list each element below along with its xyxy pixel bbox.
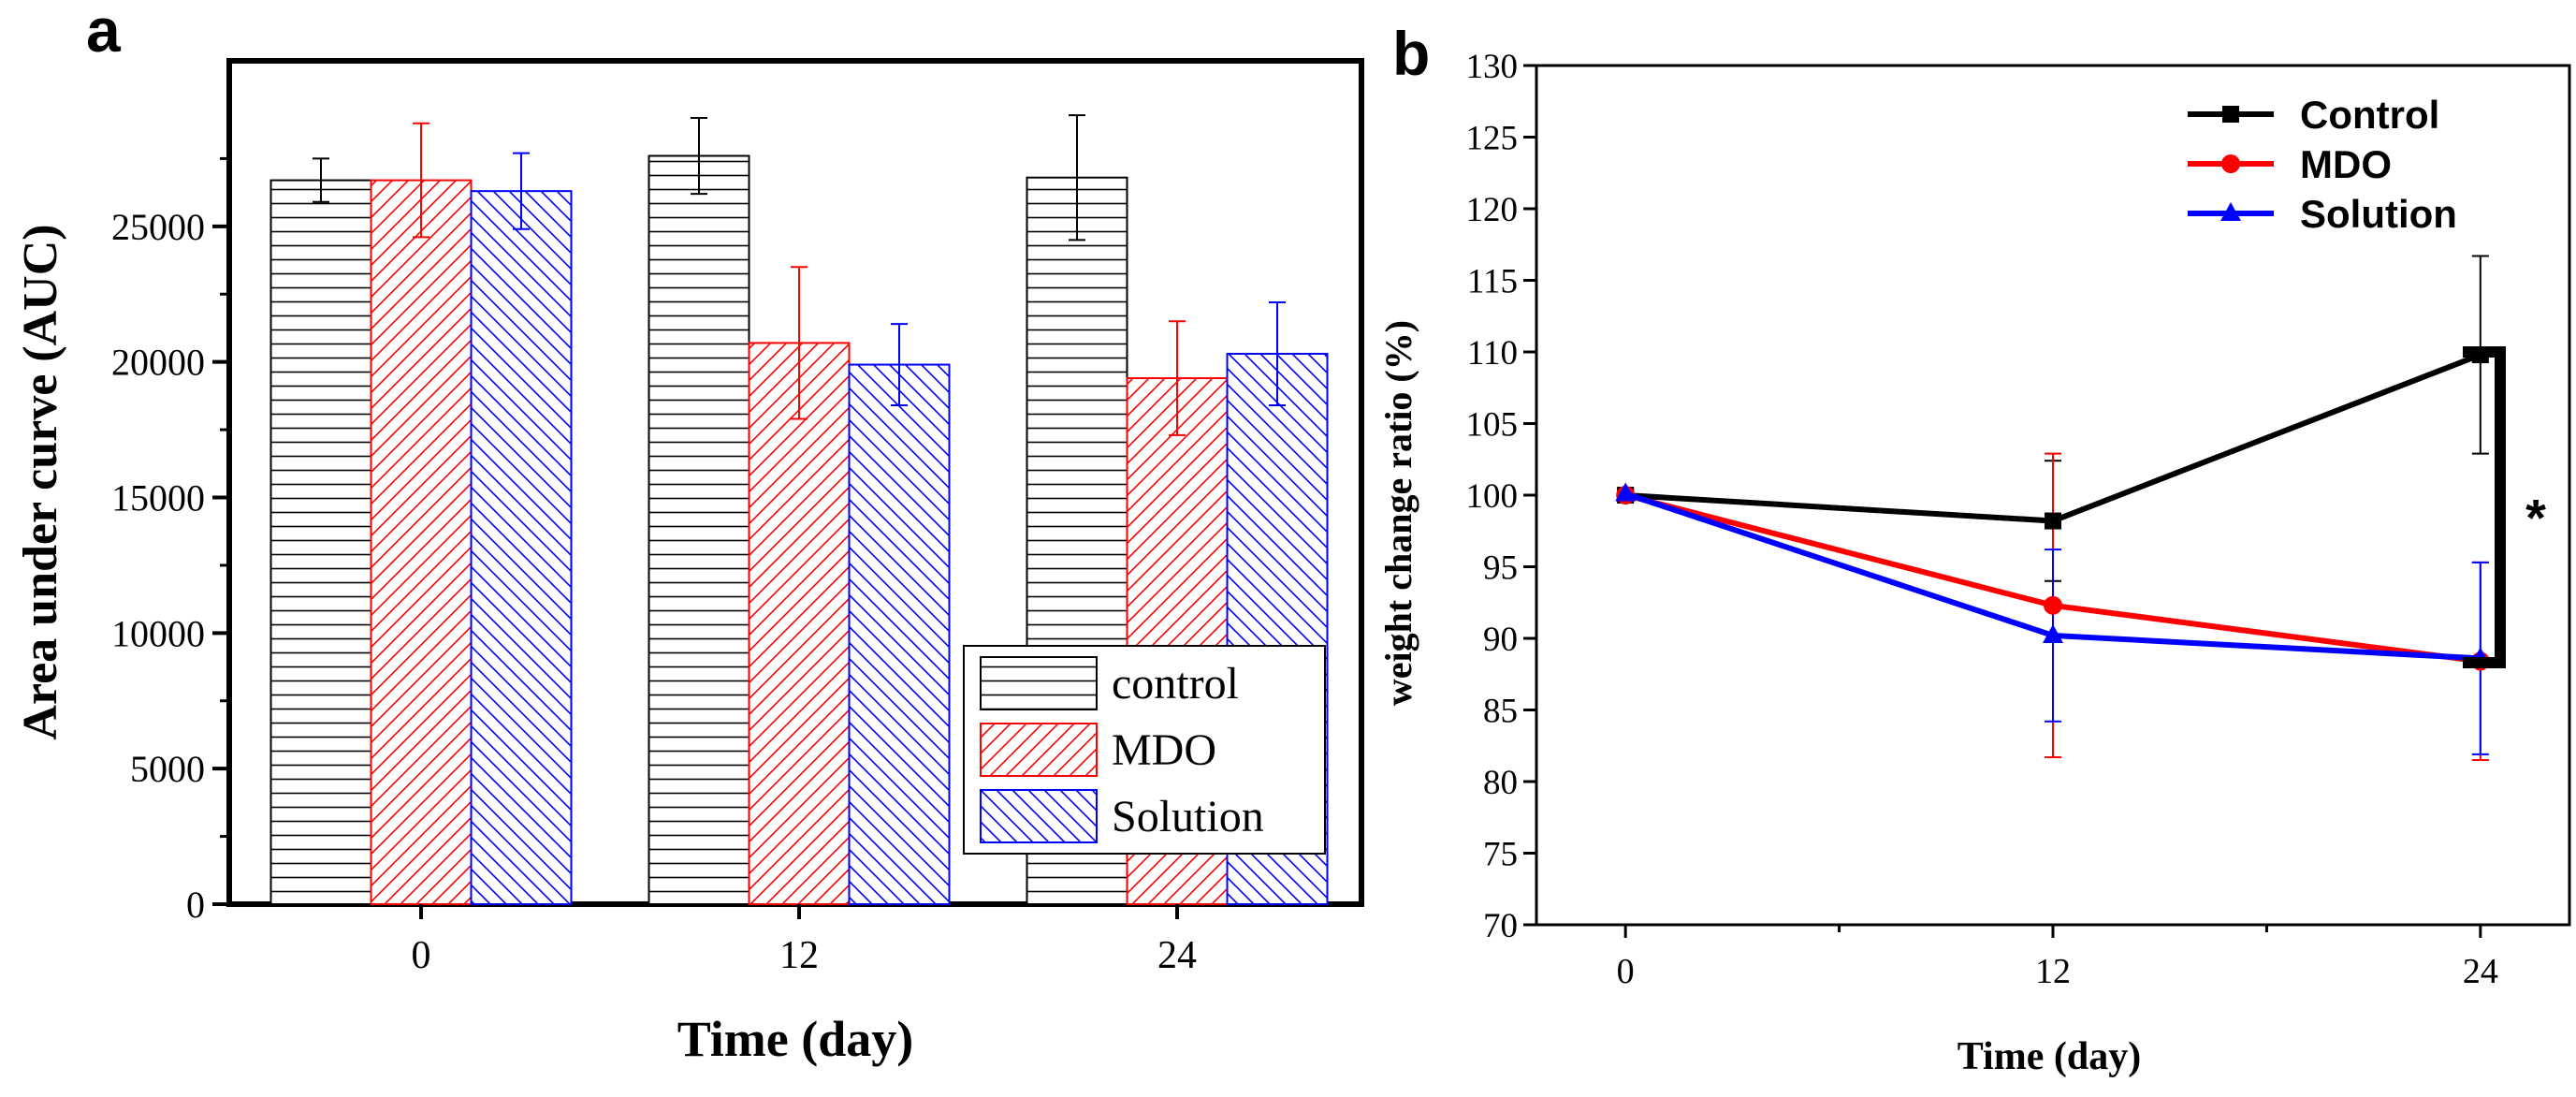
x-axis-label-b: Time (day)	[1957, 1035, 2141, 1078]
legend-marker-solution	[2220, 202, 2241, 221]
legend-marker-control	[2222, 106, 2239, 123]
y-tick-label-b: 125	[1466, 120, 1519, 158]
y-tick-label-b: 130	[1466, 48, 1519, 86]
y-tick-label-a: 25000	[111, 206, 205, 248]
x-tick-label-b: 12	[2035, 952, 2071, 991]
x-tick-label-b: 0	[1617, 952, 1635, 991]
line-chart-b: 707580859095100105110115120125130weight …	[1377, 48, 2571, 1078]
error-bar-solution-0	[513, 152, 530, 230]
x-axis-label-a: Time (day)	[677, 1011, 914, 1067]
y-tick-label-b: 95	[1483, 549, 1518, 588]
bar-solution-0	[470, 190, 573, 905]
bar-solution-12	[848, 363, 951, 905]
legend-label-solution: Solution	[2300, 192, 2457, 236]
x-tick-label-a: 24	[1157, 934, 1197, 977]
bar-control-12	[648, 154, 750, 905]
legend-label-control: control	[1112, 659, 1239, 709]
legend-label-mdo: MDO	[1112, 725, 1216, 775]
y-tick-label-b: 90	[1483, 621, 1518, 659]
legend-label-solution: Solution	[1112, 792, 1264, 841]
legend-swatch-control	[980, 656, 1098, 710]
y-tick-label-b: 70	[1483, 907, 1518, 945]
legend-swatch-solution	[980, 789, 1098, 843]
error-bar-solution-24	[1269, 300, 1286, 407]
error-bar-solution-12	[891, 323, 908, 407]
panel-a-label: a	[86, 0, 122, 65]
y-tick-label-b: 80	[1483, 764, 1518, 802]
y-tick-label-b: 85	[1483, 693, 1518, 731]
legend-label-mdo: MDO	[2300, 142, 2392, 186]
legend-swatch-mdo	[980, 723, 1098, 777]
y-tick-label-a: 15000	[111, 477, 205, 519]
y-tick-label-a: 5000	[130, 748, 205, 790]
y-tick-label-b: 105	[1466, 406, 1519, 445]
point-solution	[1615, 482, 1637, 502]
y-tick-label-b: 120	[1466, 191, 1519, 229]
error-bar-control-12	[691, 116, 707, 196]
x-tick-label-a: 12	[779, 934, 819, 977]
bar-mdo-0	[370, 179, 473, 905]
y-tick-label-a: 0	[186, 884, 205, 926]
y-axis-label-a: Area under curve (AUC)	[14, 224, 67, 739]
y-tick-label-b: 115	[1467, 263, 1518, 301]
point-control	[2045, 512, 2061, 530]
bar-mdo-12	[748, 342, 851, 905]
significance-bracket	[2463, 346, 2506, 669]
y-tick-label-a: 20000	[111, 342, 205, 384]
significance-star: *	[2525, 488, 2546, 547]
x-tick-label-b: 24	[2463, 952, 2498, 991]
bar-control-0	[269, 179, 372, 905]
point-mdo	[2044, 595, 2062, 615]
error-bar-mdo-24	[1169, 320, 1186, 436]
y-tick-label-b: 75	[1483, 836, 1518, 874]
x-tick-label-a: 0	[412, 934, 431, 977]
y-axis-label-b: weight change ratio (%)	[1377, 320, 1419, 706]
y-tick-label-a: 10000	[111, 612, 205, 654]
legend-label-control: Control	[2300, 93, 2439, 137]
error-bar-mdo-0	[413, 122, 429, 239]
error-bar-mdo-12	[791, 266, 808, 420]
error-bar-control-24	[1069, 114, 1085, 241]
y-tick-label-b: 100	[1466, 477, 1519, 516]
point-solution	[2043, 623, 2063, 643]
legend-marker-mdo	[2221, 154, 2240, 173]
y-tick-label-b: 110	[1467, 334, 1518, 373]
panel-b-label: b	[1392, 19, 1430, 88]
error-bar-control-0	[313, 157, 329, 203]
bar-chart-a: 0 5000 10000 15000 20000 25000 Area under curv…	[14, 58, 1364, 1067]
